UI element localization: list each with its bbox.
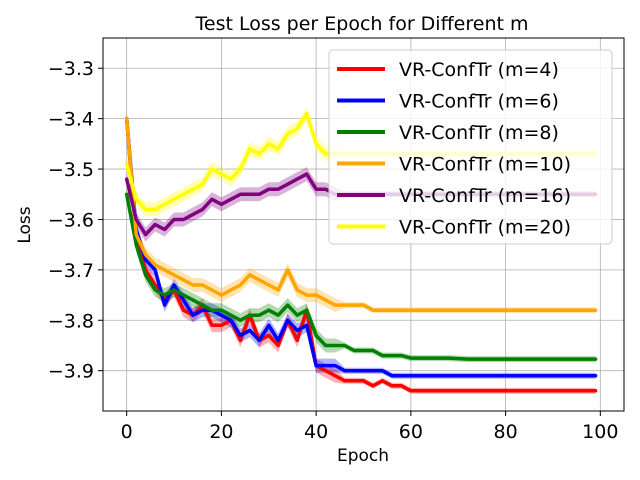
y-axis-ticks: −3.3 −3.4 −3.5 −3.6 −3.7 −3.8 −3.9 — [48, 58, 103, 383]
legend-box — [328, 49, 613, 245]
chart-title: Test Loss per Epoch for Different m — [195, 13, 529, 35]
y-tick-label: −3.8 — [48, 310, 94, 332]
y-tick-label: −3.3 — [48, 58, 94, 80]
legend-item: VR-ConfTr (m=16) — [337, 185, 571, 207]
x-tick-label: 80 — [493, 421, 517, 443]
y-tick-label: −3.6 — [48, 209, 94, 231]
legend-item: VR-ConfTr (m=6) — [337, 91, 559, 113]
y-tick-label: −3.4 — [48, 109, 94, 131]
x-tick-label: 20 — [209, 421, 233, 443]
x-tick-label: 40 — [304, 421, 328, 443]
legend-label: VR-ConfTr (m=16) — [399, 185, 571, 207]
series-line — [124, 192, 598, 361]
legend-item: VR-ConfTr (m=8) — [337, 122, 559, 144]
x-axis-label: Epoch — [337, 446, 389, 466]
legend-label: VR-ConfTr (m=20) — [399, 217, 571, 239]
x-tick-label: 60 — [399, 421, 423, 443]
legend-label: VR-ConfTr (m=10) — [399, 154, 571, 176]
legend-item: VR-ConfTr (m=20) — [337, 217, 571, 239]
legend-item: VR-ConfTr (m=4) — [337, 59, 559, 81]
x-tick-label: 100 — [582, 421, 618, 443]
legend-item: VR-ConfTr (m=10) — [337, 154, 571, 176]
y-tick-label: −3.5 — [48, 159, 94, 181]
legend: VR-ConfTr (m=4) VR-ConfTr (m=6) VR-ConfTr … — [328, 49, 613, 245]
legend-label: VR-ConfTr (m=8) — [399, 122, 559, 144]
confidence-band — [126, 106, 596, 217]
series-line — [124, 116, 598, 312]
y-axis-label: Loss — [15, 206, 35, 243]
legend-label: VR-ConfTr (m=6) — [399, 91, 559, 113]
series-line — [124, 116, 598, 378]
y-tick-label: −3.7 — [48, 260, 94, 282]
y-tick-label: −3.9 — [48, 361, 94, 383]
legend-label: VR-ConfTr (m=4) — [399, 59, 559, 81]
plot-frame — [102, 37, 625, 412]
x-tick-label: 0 — [121, 421, 133, 443]
x-axis-ticks: 0 20 40 60 80 100 — [121, 411, 618, 443]
